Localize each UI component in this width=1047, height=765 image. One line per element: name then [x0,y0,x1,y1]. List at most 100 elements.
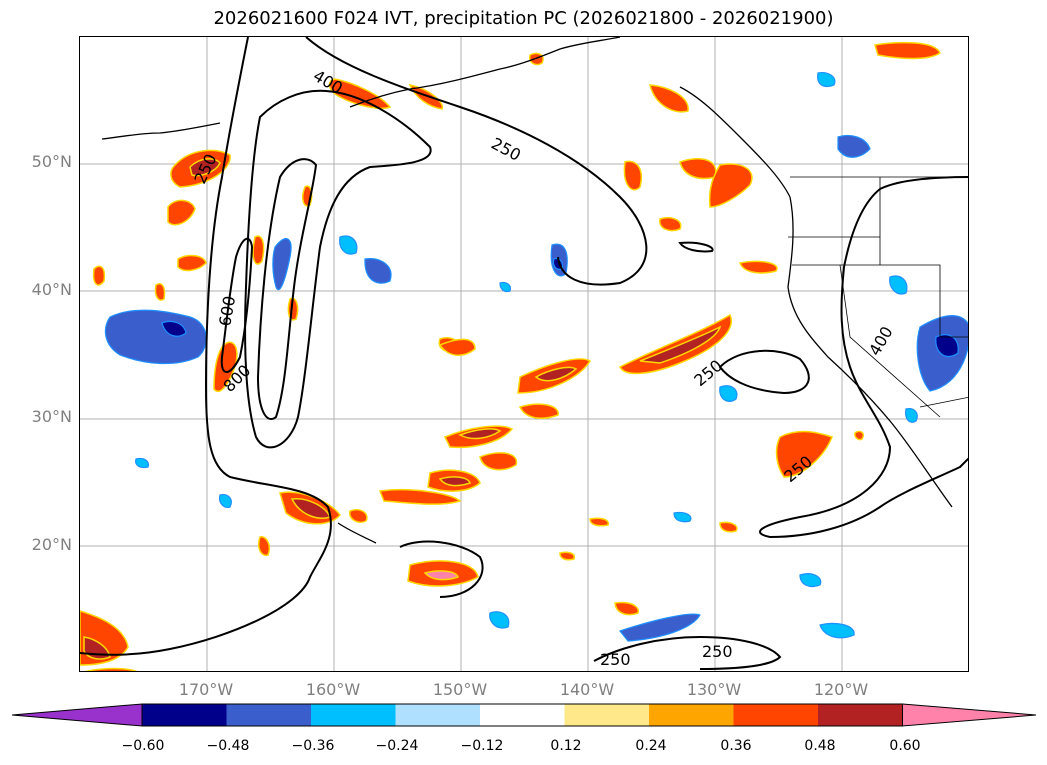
colorbar-outline [141,703,903,727]
precip-blob [104,309,207,365]
precip-blob [719,521,738,533]
colorbar-segment [564,704,649,726]
precip-blob [618,613,701,642]
map-canvas: 250 400 600 800 250 250 250 250 250 400 [80,37,968,671]
colorbar-extend-min [11,703,143,727]
precip-blob [673,511,692,523]
precip-blob [819,622,855,639]
precip-blob [589,517,609,527]
coastline-bc [679,86,791,198]
colorbar [11,703,1037,727]
figure-title: 2026021600 F024 IVT, precipitation PC (2… [213,8,834,29]
precip-blob [499,281,511,293]
colorbar-segment [311,704,396,726]
precip-blob [854,430,865,441]
precip-blob [364,258,392,284]
ivt-contour-250-east [759,176,968,539]
ivt-contour-250-loop [718,349,810,395]
ivt-contour-250-inner [678,241,714,253]
contour-label: 250 [600,650,631,669]
ivt-contours [80,37,968,670]
ivt-contour-250-main [80,37,332,656]
precip-blob [708,163,753,208]
colorbar-tick-label: −0.36 [291,738,335,754]
precip-blob [738,260,778,274]
precip-blob [623,160,642,191]
border-mexico [919,396,968,408]
lat-label-50n: 50°N [31,152,72,171]
precip-blob [438,338,476,356]
precip-blob [328,78,392,109]
precip-blob [479,452,518,471]
precip-blob [679,158,717,180]
ivt-contour-250-ridge [305,37,648,286]
precip-blob [458,428,502,440]
colorbar-segment [733,704,818,726]
colorbar-tick-label: −0.60 [121,738,165,754]
precip-blob [639,325,722,364]
precip-blob [84,667,138,671]
contour-label: 400 [865,323,897,359]
precip-positive-areas [80,41,941,671]
contour-label: 250 [690,356,726,390]
precip-blob [935,334,959,358]
precip-blob [489,611,510,629]
colorbar-segments [11,703,1037,727]
lat-label-30n: 30°N [31,407,72,426]
colorbar-tick-label: −0.24 [375,738,419,754]
precip-blob [177,254,207,272]
precip-blob [154,283,166,301]
precip-blob [408,83,444,110]
precip-blob [719,385,738,402]
colorbar-segment [395,704,480,726]
precip-blob [167,199,196,226]
coastline-hawaii [337,522,377,544]
precip-blob [649,84,689,113]
colorbar-tick-label: −0.12 [460,738,504,754]
coastlines [101,37,953,544]
precip-blob [614,601,639,616]
colorbar-tick-label: 0.48 [804,738,836,754]
precip-blob [534,366,578,382]
precip-blob [775,430,833,478]
border-state [792,264,941,418]
coastline-aleutians [101,122,221,140]
precip-blob [219,494,232,508]
precip-blob [339,235,358,255]
precip-blob [518,403,559,420]
lon-label-120w: 120°W [813,680,869,699]
colorbar-segment [142,704,227,726]
precip-blob [213,341,238,392]
lon-label-170w: 170°W [178,680,234,699]
lon-label-160w: 160°W [305,680,361,699]
precip-blob [272,238,292,291]
colorbar-tick-label: 0.24 [635,738,667,754]
precip-blob [252,235,265,265]
precip-blob [438,476,471,487]
precip-blob [378,488,462,505]
precip-blob [189,158,221,177]
colorbar-tick-label: −0.48 [206,738,250,754]
ivt-contour-250-south-2 [399,540,484,598]
colorbar-segment [649,704,734,726]
precip-blob [874,41,941,60]
lat-label-20n: 20°N [31,535,72,554]
border-state [788,177,881,238]
colorbar-tick-label: 0.60 [889,738,921,754]
coastline-us-west [787,196,953,508]
coastline-alaska [349,37,621,108]
precip-blob [423,570,459,581]
ivt-contour-600 [256,158,318,420]
political-borders [788,176,968,418]
precip-blob [559,551,576,561]
lon-label-150w: 150°W [432,680,488,699]
precip-blob [799,573,822,588]
contour-label: 250 [702,642,733,661]
ivt-contour-800 [220,237,254,373]
lon-label-140w: 140°W [559,680,615,699]
colorbar-tick-label: 0.12 [550,738,582,754]
precip-blob [349,509,368,523]
precip-blob [905,408,918,423]
map-panel: 250 400 600 800 250 250 250 250 250 400 [79,36,969,672]
precip-blob [92,265,106,286]
